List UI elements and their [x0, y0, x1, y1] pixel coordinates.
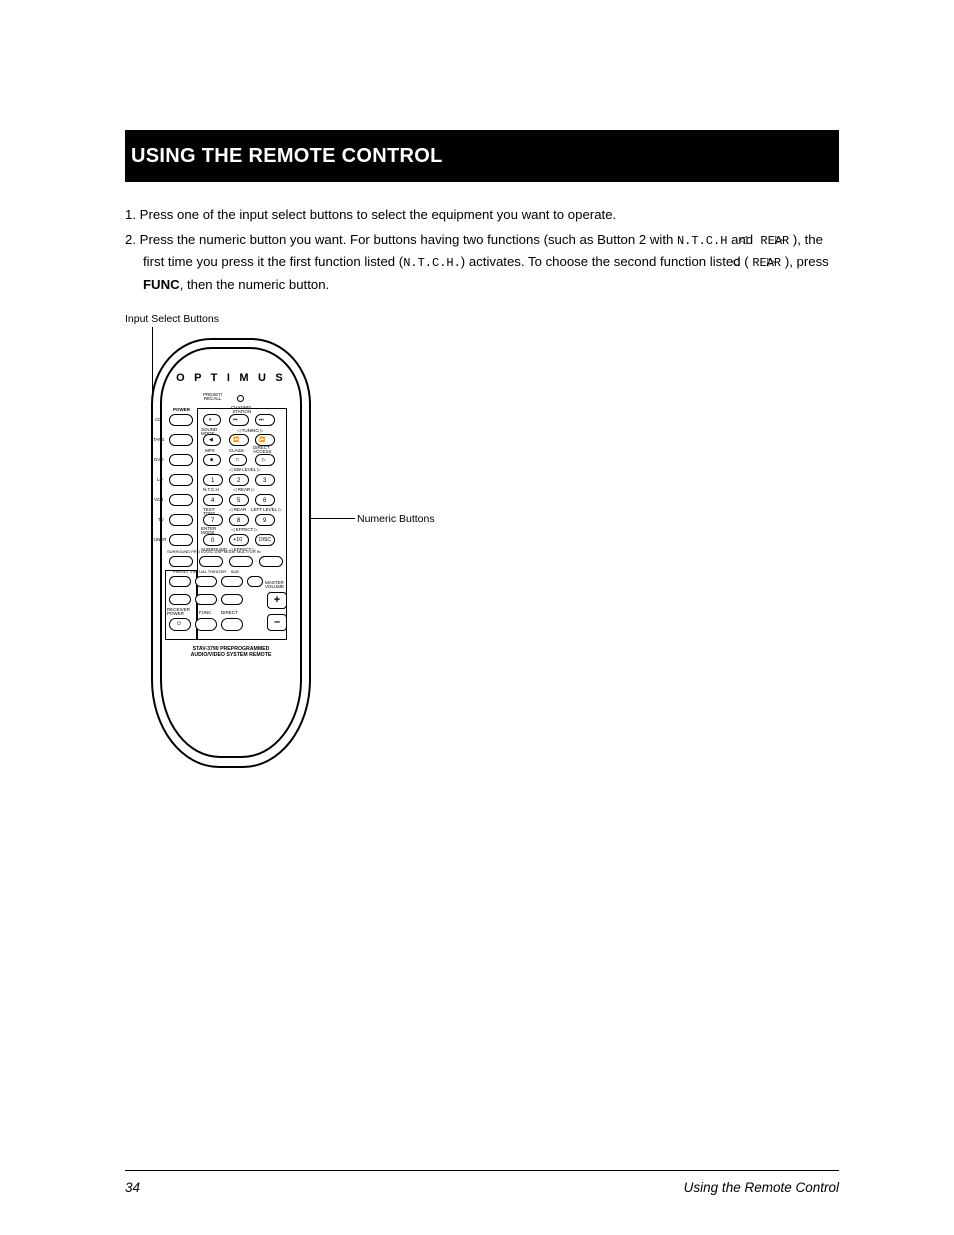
play-button[interactable]: ▷ — [255, 454, 275, 466]
page-number: 34 — [125, 1180, 140, 1195]
led-indicator — [237, 395, 244, 402]
rear2-label: ◁ REAR — [229, 508, 246, 513]
next-button[interactable]: ⏭ — [255, 414, 275, 426]
input-label-dvd: DVD — [154, 458, 164, 463]
stop2-button[interactable]: □ — [229, 454, 247, 466]
ntch-label: N.T.C.H — [203, 488, 219, 493]
remote-diagram: Input Select Buttons Numeric Buttons O P… — [125, 313, 825, 783]
input-label-tape: TAPE — [153, 438, 164, 443]
num-4-button[interactable]: 4 — [203, 494, 223, 506]
remote-control: O P T I M U S PRESET/RECALL POWER CD TAP… — [151, 338, 311, 768]
sub-button[interactable] — [247, 576, 263, 587]
disc-button[interactable]: DISC — [255, 534, 275, 546]
footer-title: Using the Remote Control — [684, 1180, 839, 1195]
bottom-button-3[interactable] — [221, 594, 243, 605]
receiver-power-label: RECEIVERPOWER — [167, 608, 190, 617]
num-3-button[interactable]: 3 — [255, 474, 275, 486]
num-2-button[interactable]: 2 — [229, 474, 249, 486]
bottom-button-1[interactable] — [169, 594, 191, 605]
section-title: USING THE REMOTE CONTROL — [131, 145, 443, 168]
section-title-bar: USING THE REMOTE CONTROL — [125, 130, 839, 182]
callout-input-select: Input Select Buttons — [125, 313, 219, 325]
rew-button[interactable]: ⏪ — [229, 434, 249, 446]
class-label: CLASS — [229, 449, 244, 454]
input-button-tape[interactable] — [169, 434, 193, 446]
num-8-button[interactable]: 8 — [229, 514, 249, 526]
rear-label: ◁ REAR ▷ — [233, 488, 255, 493]
volume-down-button[interactable]: – — [267, 614, 287, 631]
num-1-button[interactable]: 1 — [203, 474, 223, 486]
power-button[interactable] — [169, 414, 193, 426]
surround-button-2[interactable] — [199, 556, 223, 567]
pause-button[interactable]: ⏸ — [203, 414, 221, 426]
input-button-ld[interactable] — [169, 474, 193, 486]
sound-button[interactable]: ◀ — [203, 434, 221, 446]
input-label-cd: CD — [155, 418, 162, 423]
callout-numeric-buttons: Numeric Buttons — [357, 513, 435, 525]
volume-up-button[interactable]: + — [267, 592, 287, 609]
num-6-button[interactable]: 6 — [255, 494, 275, 506]
input-label-tv: TV — [158, 518, 164, 523]
num-9-button[interactable]: 9 — [255, 514, 275, 526]
remote-model-label: STAV-3790 PREPROGRAMMED AUDIO/VIDEO SYST… — [151, 646, 311, 660]
virtual-button[interactable] — [195, 576, 217, 587]
input-button-tuner[interactable] — [169, 534, 193, 546]
num-7-button[interactable]: 7 — [203, 514, 223, 526]
input-label-vcr: VCR — [154, 498, 164, 503]
direct-label: DIRECT — [221, 611, 238, 616]
master-volume-label: MASTERVOLUME — [265, 581, 284, 590]
sw-level-label: ◁ SW LEVEL ▷ — [229, 468, 261, 473]
surround-button-4[interactable] — [259, 556, 283, 567]
power-label: POWER — [173, 408, 190, 413]
effect-label: ◁ EFFECT ▷ — [231, 528, 258, 533]
step-2: 2. Press the numeric button you want. Fo… — [125, 229, 839, 295]
tuning-label: ◁ TUNING ▷ — [237, 429, 264, 434]
input-button-vcr[interactable] — [169, 494, 193, 506]
remote-brand: O P T I M U S — [151, 372, 311, 384]
theater-button[interactable] — [221, 576, 243, 587]
input-label-tuner: TUNER — [151, 538, 167, 543]
surr-row-label: SURROUND PRO LOGIC DSP MODE MULTI CH IN — [167, 550, 261, 554]
receiver-power-button[interactable]: ⏻ — [169, 618, 191, 631]
instructions: 1. Press one of the input select buttons… — [125, 204, 839, 295]
stop-button[interactable]: ■ — [203, 454, 221, 466]
direct-button[interactable] — [221, 618, 243, 631]
preset-row-label: PRESET VIRTUAL THEATER SUB — [173, 570, 239, 574]
num-5-button[interactable]: 5 — [229, 494, 249, 506]
surround-button-1[interactable] — [169, 556, 193, 567]
prev-button[interactable]: ⏮ — [229, 414, 249, 426]
step-1: 1. Press one of the input select buttons… — [125, 204, 839, 225]
left-level-label: LEFT LEVEL ▷ — [251, 508, 282, 513]
plus10-button[interactable]: +10 — [229, 534, 249, 546]
preset-recall-label: PRESET/RECALL — [203, 393, 222, 402]
mpx-label: MPX — [205, 449, 215, 454]
callout-line — [311, 518, 355, 519]
ff-button[interactable]: ⏩ — [255, 434, 275, 446]
input-button-tv[interactable] — [169, 514, 193, 526]
footer-rule — [125, 1170, 839, 1171]
num-0-button[interactable]: 0 — [203, 534, 223, 546]
surround-button-3[interactable] — [229, 556, 253, 567]
input-label-ld: LD — [157, 478, 163, 483]
preset-button[interactable] — [169, 576, 191, 587]
func-button[interactable] — [195, 618, 217, 631]
bottom-button-2[interactable] — [195, 594, 217, 605]
func-label: FUNC — [199, 611, 212, 616]
input-button-dvd[interactable] — [169, 454, 193, 466]
